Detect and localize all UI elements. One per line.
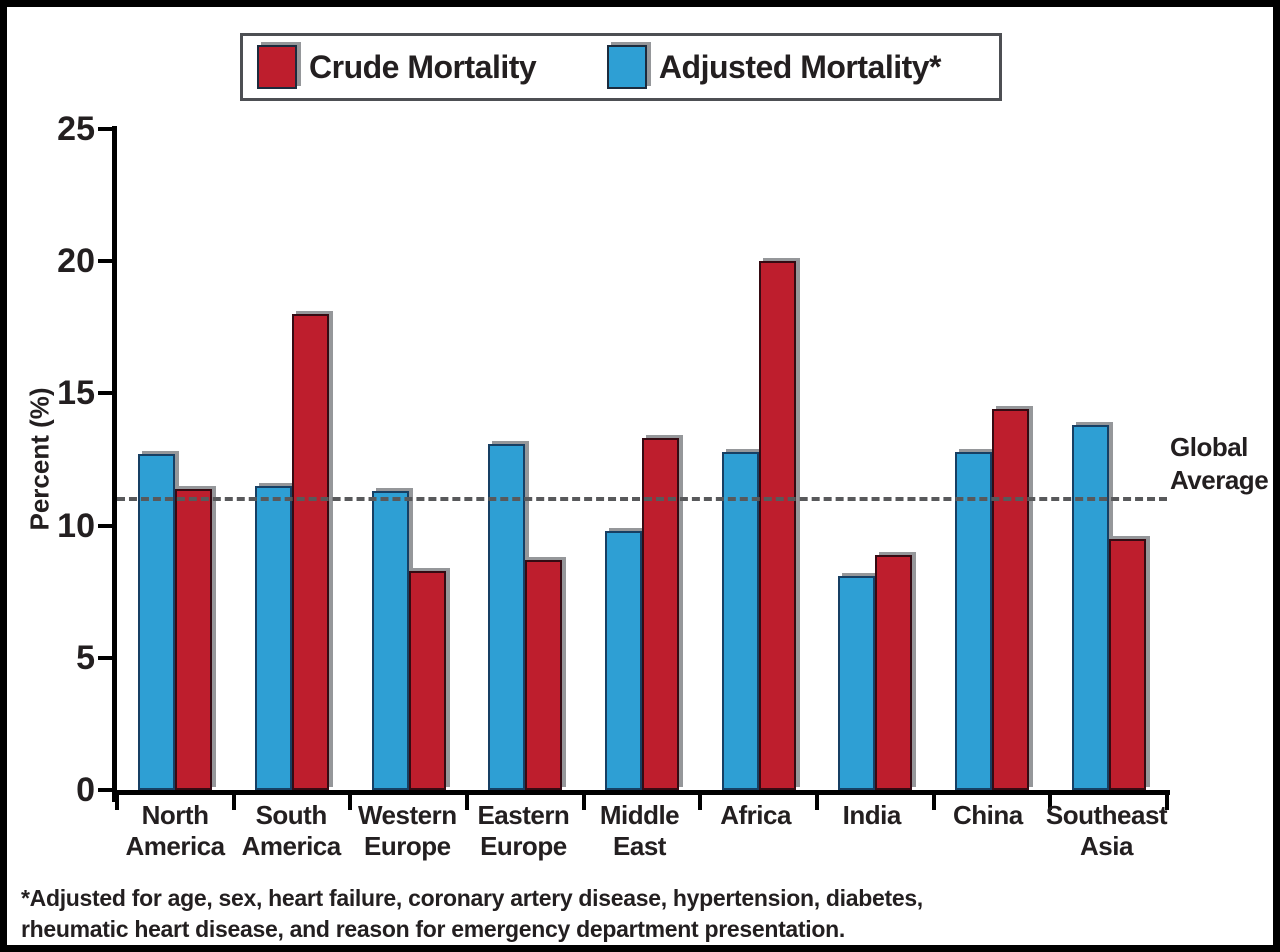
global-average-label: Global Average bbox=[1170, 432, 1269, 495]
x-axis-label-north-america: North America bbox=[125, 800, 225, 862]
x-tick-9 bbox=[1165, 795, 1169, 810]
x-tick-0 bbox=[115, 795, 119, 810]
footnote: *Adjusted for age, sex, heart failure, c… bbox=[21, 885, 923, 943]
x-tick-4 bbox=[581, 795, 586, 810]
x-tick-7 bbox=[931, 795, 936, 810]
bar-adjusted-mortality-western-europe bbox=[371, 491, 409, 790]
plot-area: 0 5 10 15 20 25 bbox=[57, 112, 1170, 810]
x-axis-label-china: China bbox=[952, 800, 1023, 830]
adjusted-mortality-swatch bbox=[606, 45, 647, 89]
y-tick-10 bbox=[98, 523, 112, 528]
y-tick-label-15: 15 bbox=[57, 374, 95, 413]
bar-adjusted-mortality-north-america bbox=[138, 454, 176, 790]
x-axis-labels: North America South America Western Europe… bbox=[117, 800, 1167, 862]
bar-crude-mortality-china bbox=[992, 409, 1030, 790]
bar-group-south-america bbox=[234, 129, 351, 790]
y-tick-0 bbox=[98, 788, 112, 792]
x-axis-line bbox=[112, 790, 1170, 795]
x-tick-1 bbox=[231, 795, 236, 810]
x-axis-label-southeast-asia: Southeast Asia bbox=[1045, 800, 1168, 862]
legend-label-adjusted-mortality: Adjusted Mortality* bbox=[658, 48, 942, 85]
y-tick-label-20: 20 bbox=[57, 242, 95, 281]
crude-mortality-swatch bbox=[257, 45, 297, 89]
bar-group-western-europe bbox=[350, 129, 467, 790]
x-axis-label-eastern-europe: Eastern Europe bbox=[477, 800, 570, 862]
y-tick-15 bbox=[98, 391, 112, 396]
legend-label-crude-mortality: Crude Mortality bbox=[309, 48, 537, 85]
x-tick-3 bbox=[464, 795, 469, 810]
x-tick-8 bbox=[1048, 795, 1053, 810]
x-tick-5 bbox=[698, 795, 703, 810]
bar-group-middle-east bbox=[584, 129, 701, 790]
bar-crude-mortality-india bbox=[875, 554, 913, 790]
bar-adjusted-mortality-middle-east bbox=[605, 530, 643, 790]
bar-adjusted-mortality-eastern-europe bbox=[488, 443, 526, 790]
bar-crude-mortality-north-america bbox=[175, 488, 213, 790]
bar-adjusted-mortality-india bbox=[838, 575, 876, 790]
x-axis-label-south-america: South America bbox=[241, 800, 342, 862]
y-tick-5 bbox=[98, 655, 112, 660]
x-tick-2 bbox=[348, 795, 353, 810]
bar-group-china bbox=[934, 129, 1051, 790]
legend-item-adjusted-mortality: Adjusted Mortality* bbox=[606, 45, 942, 89]
x-axis-label-africa: Africa bbox=[720, 800, 791, 830]
y-tick-label-25: 25 bbox=[57, 110, 95, 148]
bar-crude-mortality-eastern-europe bbox=[525, 559, 563, 790]
bar-group-eastern-europe bbox=[467, 129, 584, 790]
bar-crude-mortality-middle-east bbox=[642, 438, 680, 790]
bar-group-north-america bbox=[117, 129, 234, 790]
bar-crude-mortality-south-america bbox=[292, 314, 329, 790]
y-axis-line bbox=[112, 126, 117, 802]
global-average-line bbox=[117, 497, 1167, 502]
bar-group-africa bbox=[700, 129, 817, 790]
bar-adjusted-mortality-africa bbox=[721, 451, 759, 790]
bar-crude-mortality-southeast-asia bbox=[1108, 538, 1146, 790]
x-axis-label-western-europe: Western Europe bbox=[357, 800, 457, 862]
y-tick-label-5: 5 bbox=[76, 638, 95, 677]
y-tick-20 bbox=[98, 259, 112, 264]
bar-adjusted-mortality-southeast-asia bbox=[1071, 425, 1109, 790]
y-tick-label-10: 10 bbox=[57, 506, 95, 545]
x-axis-label-india: India bbox=[842, 800, 902, 830]
bar-groups bbox=[117, 129, 1167, 790]
bar-crude-mortality-africa bbox=[758, 261, 796, 790]
legend-item-crude-mortality: Crude Mortality bbox=[257, 45, 537, 89]
x-tick-6 bbox=[814, 795, 819, 810]
bar-group-india bbox=[817, 129, 934, 790]
legend: Crude Mortality Adjusted Mortality* bbox=[240, 33, 1002, 101]
y-tick-25 bbox=[98, 127, 112, 131]
bar-adjusted-mortality-south-america bbox=[255, 485, 292, 790]
bar-crude-mortality-western-europe bbox=[408, 570, 446, 790]
bar-group-southeast-asia bbox=[1050, 129, 1167, 790]
y-tick-label-0: 0 bbox=[76, 771, 95, 809]
x-axis-label-middle-east: Middle East bbox=[599, 800, 680, 862]
bar-adjusted-mortality-china bbox=[955, 451, 993, 790]
